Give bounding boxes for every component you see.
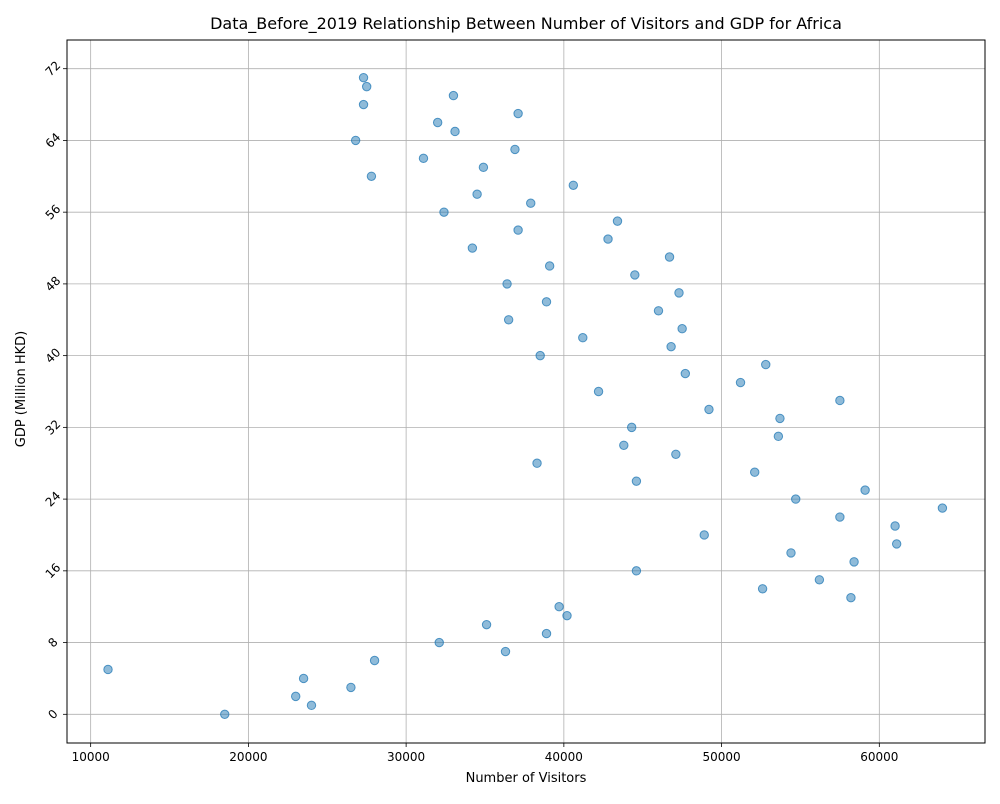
scatter-point	[664, 252, 675, 262]
scatter-point	[503, 315, 514, 325]
scatter-point	[510, 144, 520, 155]
scatter-point	[890, 521, 900, 531]
scatter-point	[735, 377, 746, 388]
scatter-point	[775, 413, 785, 424]
scatter-point	[891, 539, 902, 549]
scatter-point	[578, 332, 588, 343]
scatter-point	[350, 135, 361, 146]
scatter-point	[631, 476, 642, 486]
scatter-point	[369, 655, 380, 666]
scatter-point	[306, 700, 317, 711]
scatter-point	[361, 81, 372, 92]
scatter-point	[554, 602, 564, 612]
x-tick-label: 10000	[72, 750, 110, 764]
scatter-point	[541, 297, 552, 307]
scatter-point	[500, 646, 511, 657]
scatter-point	[773, 431, 784, 442]
x-tick-label: 40000	[545, 750, 583, 764]
plot-frame	[66, 39, 986, 744]
scatter-point	[666, 341, 676, 352]
scatter-point	[298, 673, 309, 684]
scatter-point	[593, 386, 604, 397]
scatter-point	[358, 72, 369, 83]
scatter-point	[432, 117, 443, 128]
scatter-point	[699, 530, 709, 540]
scatter-point	[358, 99, 369, 110]
scatter-point	[677, 324, 687, 334]
scatter-point	[612, 216, 623, 226]
points-layer	[103, 72, 948, 720]
x-tick-label: 50000	[702, 750, 740, 764]
scatter-point	[220, 709, 230, 720]
scatter-point	[835, 395, 845, 406]
scatter-point	[674, 288, 684, 298]
scatter-point	[544, 261, 555, 271]
scatter-point	[502, 279, 512, 289]
scatter-point	[814, 575, 825, 585]
x-tick-label: 30000	[387, 750, 425, 764]
scatter-point	[630, 270, 640, 280]
scatter-point	[103, 664, 113, 675]
x-tick-label: 60000	[860, 750, 898, 764]
scatter-point	[704, 404, 714, 415]
scatter-point	[472, 189, 482, 199]
scatter-point	[481, 619, 492, 630]
scatter-point	[626, 422, 637, 433]
scatter-point	[448, 90, 459, 101]
scatter-point	[541, 628, 552, 639]
scatter-point	[562, 610, 572, 621]
scatter-point	[671, 449, 681, 459]
scatter-point	[937, 503, 948, 513]
scatter-point	[568, 180, 579, 190]
scatter-point	[513, 225, 523, 235]
scatter-point	[467, 243, 478, 253]
scatter-point	[535, 350, 545, 361]
scatter-point	[291, 691, 301, 702]
scatter-point	[513, 108, 523, 119]
y-axis-label: GDP (Million HKD)	[14, 331, 29, 448]
scatter-point	[791, 494, 801, 504]
x-tick-label: 20000	[229, 750, 267, 764]
scatter-point	[532, 458, 542, 468]
scatter-point	[631, 566, 642, 576]
scatter-point	[526, 198, 536, 208]
grid-layer	[67, 40, 985, 743]
scatter-point	[786, 548, 796, 558]
scatter-point	[619, 440, 629, 451]
scatter-point	[846, 593, 856, 603]
x-tick-layer: 10000 20000 30000 40000 50000 60000	[72, 743, 898, 764]
scatter-point	[860, 485, 870, 495]
scatter-point	[418, 153, 429, 164]
scatter-point	[478, 162, 489, 173]
scatter-point	[653, 306, 664, 316]
scatter-point	[346, 682, 356, 693]
scatter-point	[434, 637, 444, 648]
scatter-point	[439, 207, 449, 217]
x-axis-label: Number of Visitors	[466, 771, 587, 786]
scatter-point	[849, 557, 859, 567]
scatter-point	[680, 368, 691, 379]
scatter-point	[757, 584, 768, 594]
scatter-point	[450, 126, 460, 137]
scatter-point	[835, 512, 845, 522]
scatter-point	[603, 234, 613, 244]
scatter-point	[761, 359, 771, 370]
scatter-point	[366, 171, 377, 181]
chart-title: Data_Before_2019 Relationship Between Nu…	[210, 14, 842, 34]
scatter-point	[750, 467, 760, 477]
